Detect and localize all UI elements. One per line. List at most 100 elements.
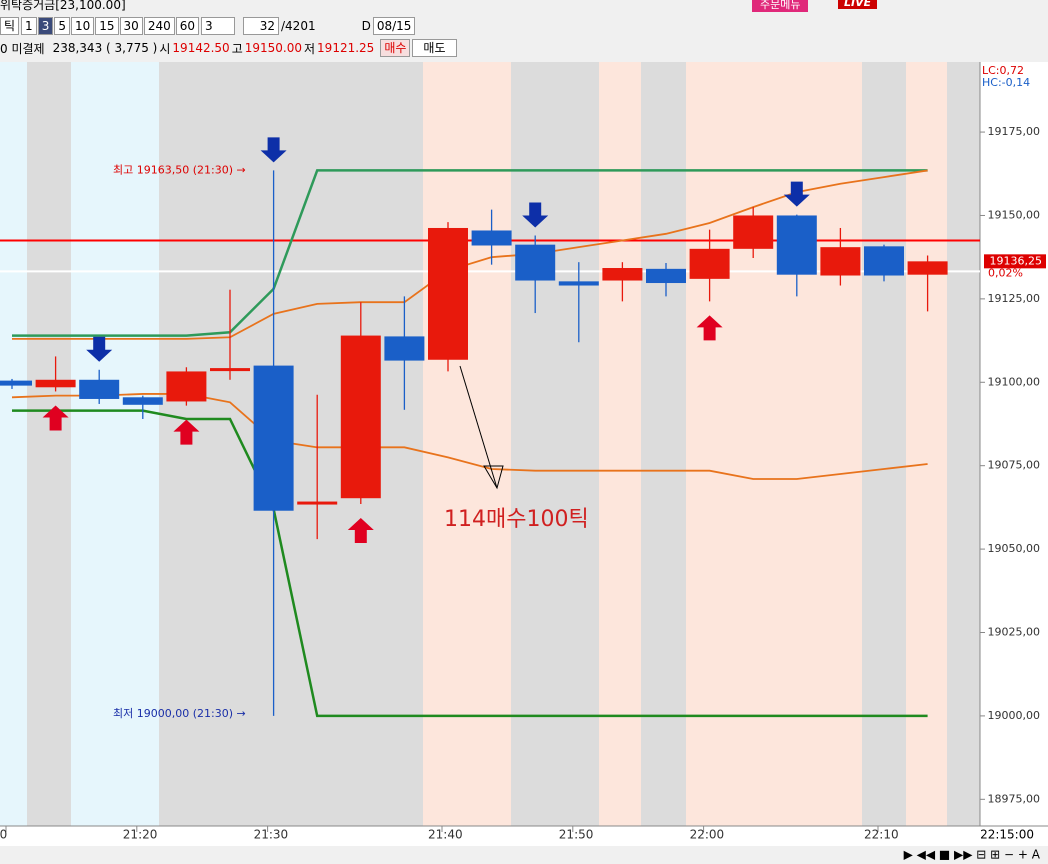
low: 19121.25 xyxy=(317,41,375,55)
lc: LC:0,72 xyxy=(982,64,1024,77)
x-end-label: 22:15:00 xyxy=(980,828,1034,842)
candle-body xyxy=(122,397,163,405)
candle-body xyxy=(646,268,686,284)
session-band xyxy=(71,62,159,826)
indicator-line xyxy=(12,169,928,337)
candle-body xyxy=(864,246,904,276)
indicator-line xyxy=(12,409,928,718)
candle-body xyxy=(428,227,468,360)
session-band xyxy=(599,62,641,826)
scroll-bar[interactable] xyxy=(0,846,1048,864)
x-tick-label: 22:00 xyxy=(690,828,725,842)
candle-body xyxy=(558,281,599,286)
session-band xyxy=(906,62,947,826)
x-tick-label: 21:50 xyxy=(559,828,594,842)
candle-body xyxy=(820,247,861,276)
oi: 238,343 ( 3,775 ) xyxy=(52,41,158,55)
candle-body xyxy=(35,379,76,388)
x-tick-label: 10 xyxy=(0,828,7,842)
x-tick-label: 21:30 xyxy=(254,828,289,842)
candle-body xyxy=(297,501,338,505)
quote-row: 0 미결제 238,343 ( 3,775 ) 시 19142.50 고 191… xyxy=(0,38,457,58)
d-check[interactable]: D xyxy=(361,19,371,33)
period-button[interactable]: 10 xyxy=(70,17,95,35)
candle-body xyxy=(733,215,774,249)
zoom-controls[interactable]: ▶ ◀◀ ■ ▶▶ ⊟ ⊞ − + A xyxy=(904,848,1041,862)
note-arrowhead xyxy=(483,465,504,490)
live-badge[interactable]: LIVE xyxy=(838,0,878,9)
tick-button[interactable]: 틱 xyxy=(0,17,20,35)
high: 19150.00 xyxy=(244,41,302,55)
high-annotation: 최고 19163,50 (21:30) → xyxy=(113,163,246,176)
title: 위탁증거금[23,100.00] xyxy=(0,0,126,12)
indicator-line xyxy=(12,169,928,340)
session-band xyxy=(423,62,511,826)
buy-signal xyxy=(42,405,69,431)
y-tick-label: 19150,00 xyxy=(988,208,1041,221)
x-tick-label: 22:10 xyxy=(864,828,899,842)
period-button[interactable]: 30 xyxy=(119,17,143,35)
sell-signal xyxy=(783,181,810,207)
note-arrow xyxy=(459,365,498,489)
candle-body xyxy=(166,371,207,402)
period-button[interactable]: 5 xyxy=(54,17,70,35)
candle-body xyxy=(602,268,643,281)
chart: ▶ ◀◀ ■ ▶▶ ⊟ ⊞ − + A 18975,00 19000,00 1902… xyxy=(0,62,1048,864)
y-tick-label: 19025,00 xyxy=(988,625,1041,638)
x-tick-label: 21:20 xyxy=(123,828,158,842)
period-select[interactable]: 3 xyxy=(201,17,235,35)
session-band xyxy=(686,62,862,826)
period-buttons: 1 3 5 10 15 30 240 60 xyxy=(21,17,199,35)
x-axis-panel xyxy=(0,826,980,846)
candle-body xyxy=(253,365,294,511)
last-price: 19136,25 xyxy=(990,254,1043,267)
open-label: 시 xyxy=(159,41,171,56)
y-tick-label: 19100,00 xyxy=(988,375,1041,388)
sell-button[interactable]: 매도 xyxy=(412,39,457,57)
period-button[interactable]: 240 xyxy=(143,17,175,35)
low-label: 저 xyxy=(304,41,316,56)
count-input[interactable]: 32 xyxy=(243,17,279,35)
high-label: 고 xyxy=(231,41,243,56)
oi-label: 0 미결제 xyxy=(0,41,45,56)
note: 114매수100틱 xyxy=(444,507,589,532)
sell-signal xyxy=(260,137,287,163)
candle-body xyxy=(515,244,556,281)
period-button[interactable]: 60 xyxy=(175,17,199,35)
candle-body xyxy=(0,380,32,386)
indicator-line xyxy=(11,393,928,480)
y-tick-label: 19050,00 xyxy=(988,542,1041,555)
order-menu[interactable]: 주문메뉴 xyxy=(752,0,809,12)
open: 19142.50 xyxy=(172,41,230,55)
y-tick-label: 19125,00 xyxy=(988,292,1041,305)
period-button[interactable]: 1 xyxy=(21,17,37,35)
buy-signal xyxy=(696,315,723,341)
last-price-box xyxy=(984,254,1046,269)
candle-body xyxy=(384,336,425,361)
toolbar: 위탁증거금[23,100.00] 틱 1 3 5 10 15 30 240 60 3 32 /… xyxy=(0,0,1048,63)
change: 0,02% xyxy=(988,266,1023,279)
sell-signal xyxy=(86,336,113,362)
sell-signal xyxy=(522,202,549,228)
low-annotation: 최저 19000,00 (21:30) → xyxy=(113,707,246,720)
y-tick-label: 19075,00 xyxy=(988,459,1041,472)
candle-body xyxy=(210,368,250,372)
hc: HC:-0,14 xyxy=(982,76,1030,89)
y-tick-label: 19000,00 xyxy=(988,709,1041,722)
candle-body xyxy=(776,215,817,275)
candle-body xyxy=(689,248,730,279)
candle-body xyxy=(79,379,120,399)
y-tick-label: 19175,00 xyxy=(988,125,1041,138)
date-input[interactable]: 08/15 xyxy=(372,17,416,35)
buy-signal xyxy=(347,518,374,544)
buy-button[interactable]: 매수 xyxy=(380,39,411,57)
candle-body xyxy=(907,261,948,275)
period-button[interactable]: 3 xyxy=(37,17,54,35)
session-band xyxy=(0,62,27,826)
period-button[interactable]: 15 xyxy=(95,17,119,35)
buy-signal xyxy=(173,419,200,445)
y-tick-label: 18975,00 xyxy=(988,792,1041,805)
x-tick-label: 21:40 xyxy=(428,828,463,842)
plot: 18975,00 19000,00 19025,00 19050,00 19075,00… xyxy=(0,64,1046,842)
